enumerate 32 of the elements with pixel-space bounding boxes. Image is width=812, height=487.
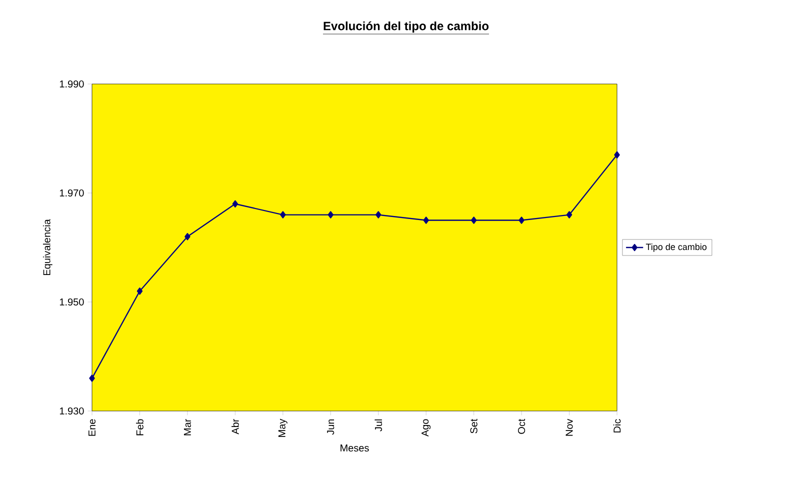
x-tick-label: Feb	[136, 419, 144, 436]
x-tick-label: Ago	[422, 419, 431, 437]
point	[566, 211, 572, 218]
x-tick-label: Dic	[613, 419, 621, 432]
point	[232, 200, 238, 208]
point	[423, 216, 429, 224]
point	[89, 374, 95, 382]
point	[328, 211, 334, 218]
x-tick-label: Mar	[184, 418, 191, 436]
point	[518, 216, 524, 224]
x-tick-label: Ene	[88, 419, 96, 436]
x-axis-title: Meses	[340, 444, 369, 452]
chart-title: Evolución del tipo de cambio	[324, 21, 489, 33]
x-tick-label: May	[278, 418, 288, 437]
point	[614, 151, 620, 158]
x-tick-label: Nov	[566, 418, 573, 436]
x-tick-label: Abr	[232, 418, 239, 434]
x-tick-label: Jun	[327, 419, 334, 435]
point	[376, 211, 382, 218]
y-tick-label: 1.950	[60, 298, 84, 306]
y-tick-label: 1.930	[60, 407, 84, 415]
x-tick-label: Oct	[518, 418, 526, 434]
legend-label: Tipo de cambio	[646, 243, 707, 252]
y-tick-label: 1.990	[60, 80, 84, 88]
y-tick-label: 1.970	[60, 189, 84, 197]
x-tick-label: Set	[470, 418, 478, 434]
point	[184, 232, 190, 240]
point	[136, 287, 143, 295]
point	[470, 216, 477, 224]
point	[280, 211, 286, 218]
y-axis-title: Equivalencia	[42, 219, 52, 276]
x-tick-label: Jul	[374, 419, 382, 432]
